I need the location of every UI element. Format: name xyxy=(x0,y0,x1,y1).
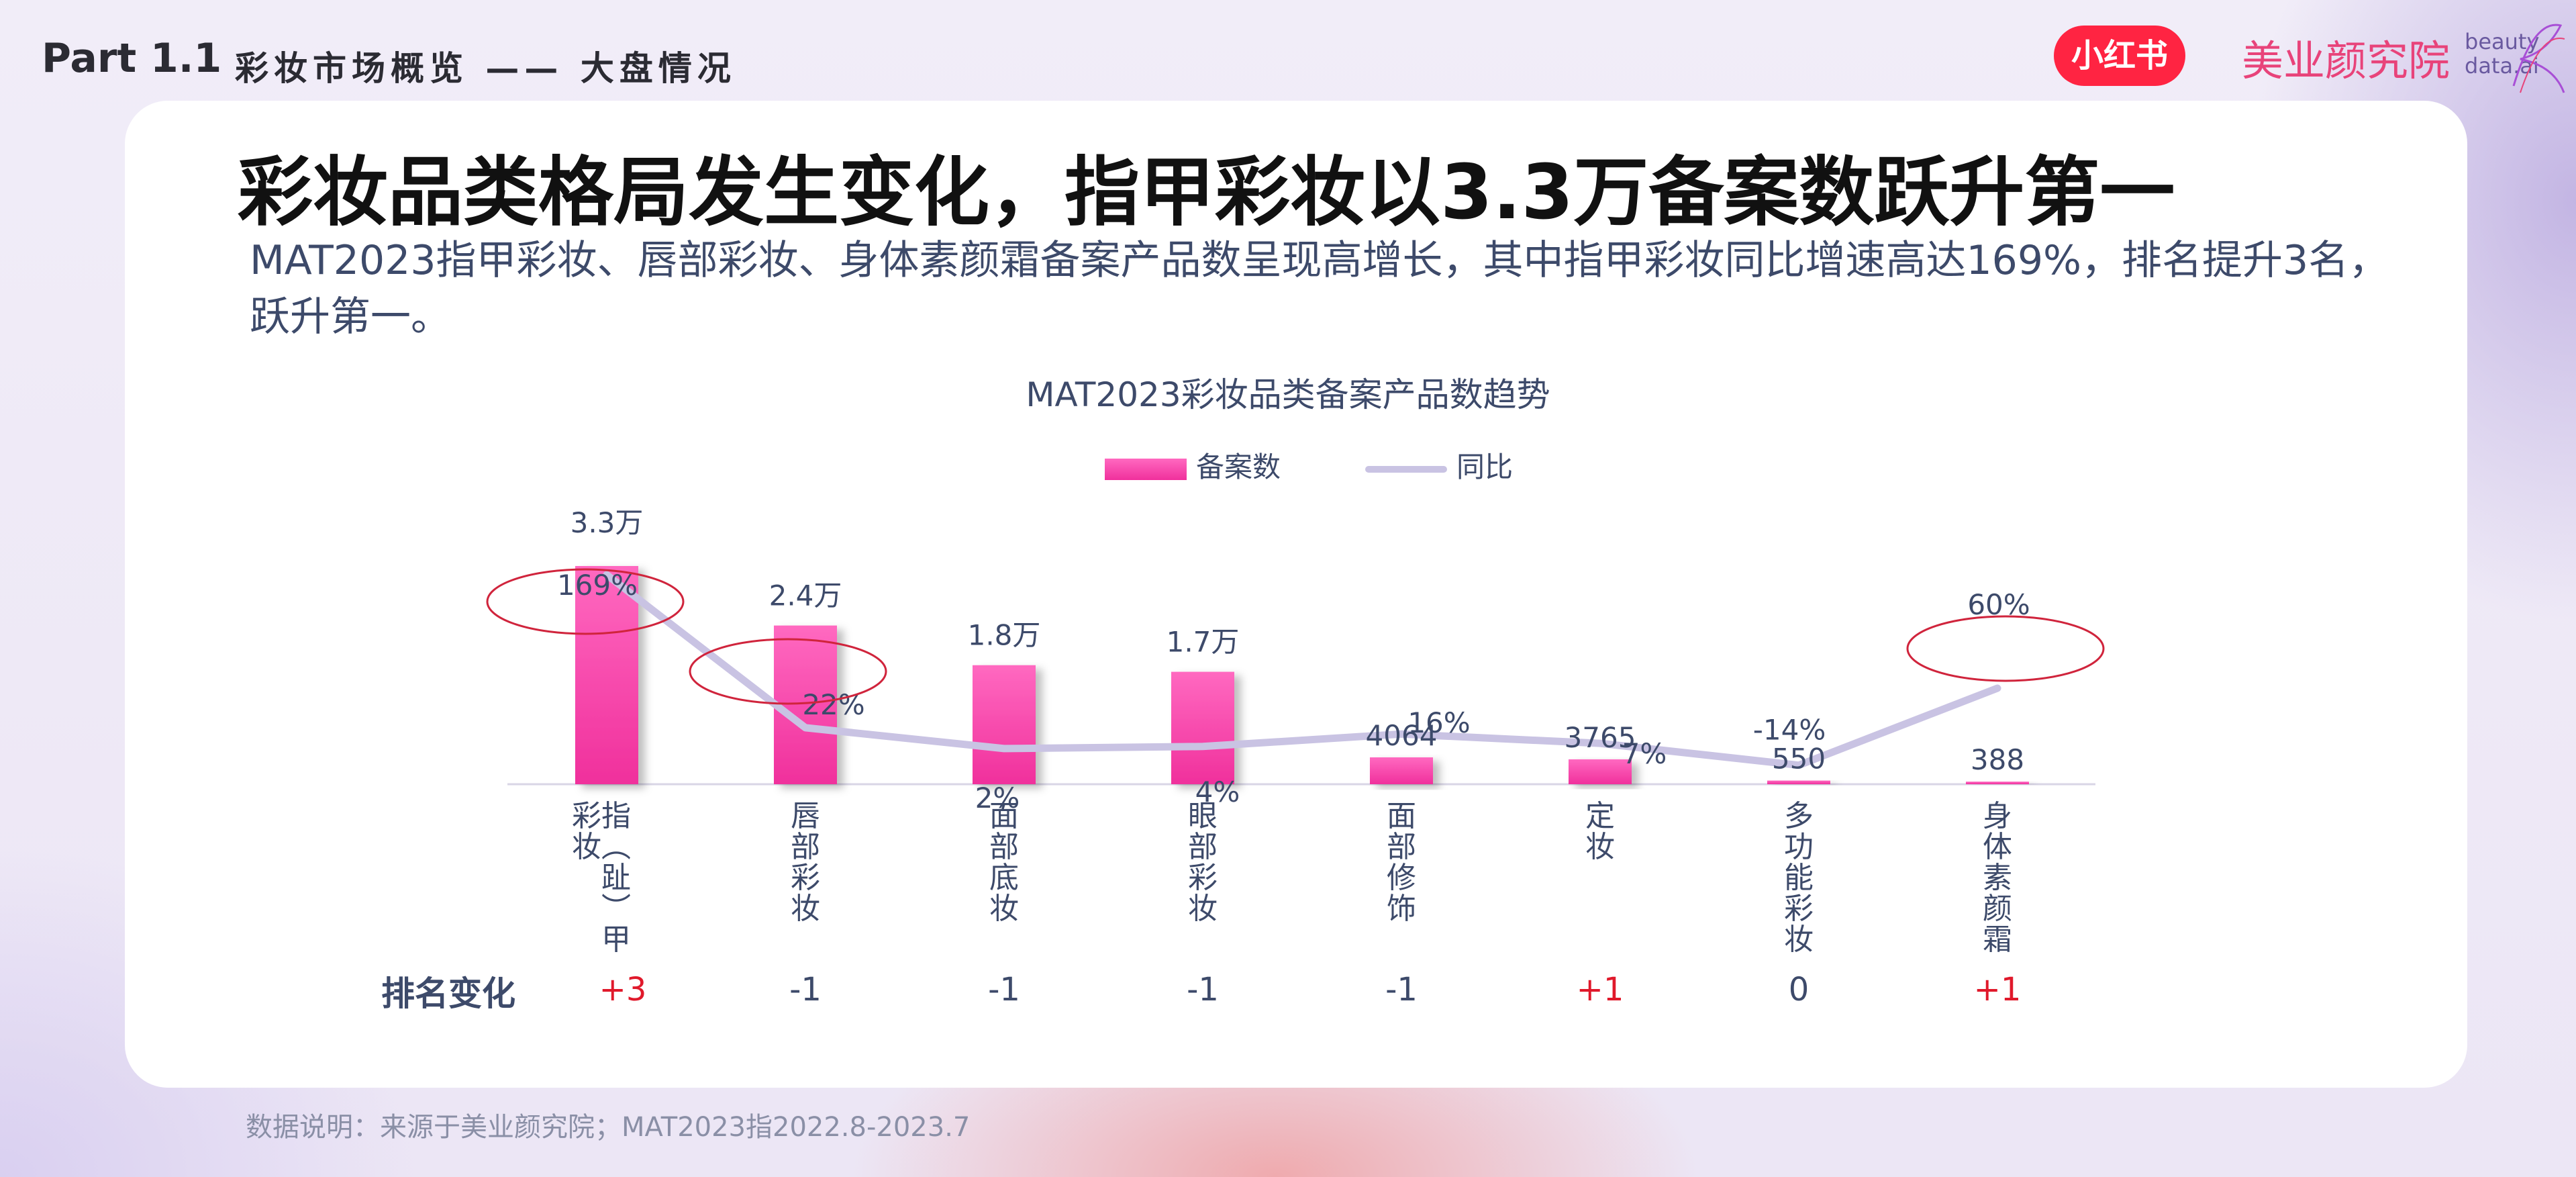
bar-value-label-4: 4064 xyxy=(1366,719,1438,752)
category-label-1: 唇部彩妆 xyxy=(791,799,820,926)
bar-1 xyxy=(774,625,837,784)
institute-logo: 美业颜究院 xyxy=(2242,36,2450,85)
bar-value-label-2: 1.8万 xyxy=(968,619,1041,652)
legend-bar-swatch xyxy=(1105,458,1187,480)
bar-value-label-3: 1.7万 xyxy=(1167,626,1240,659)
xiaohongshu-logo: 小红书 xyxy=(2054,26,2185,86)
rank-change-3: -1 xyxy=(1187,971,1219,1008)
rank-change-1: -1 xyxy=(789,971,822,1008)
category-label-2: 面部底妆 xyxy=(989,799,1019,926)
rank-change-label: 排名变化 xyxy=(381,974,515,1013)
section-number: Part 1.1 xyxy=(42,35,222,82)
yoy-value-label-6: -14% xyxy=(1753,714,1826,747)
bar-7 xyxy=(1966,782,2029,784)
yoy-point-6 xyxy=(1798,764,1799,766)
content-card xyxy=(125,101,2467,1088)
highlight-ellipse-0 xyxy=(486,568,685,635)
yoy-point-7 xyxy=(1997,688,1998,689)
highlight-ellipse-1 xyxy=(689,638,887,705)
bar-value-label-6: 550 xyxy=(1772,743,1826,775)
bar-2 xyxy=(973,665,1036,784)
category-label-4: 面部修饰 xyxy=(1387,799,1416,926)
category-label-3: 眼部彩妆 xyxy=(1188,799,1218,926)
rank-change-0: +3 xyxy=(599,971,647,1008)
chart-title: MAT2023彩妆品类备案产品数趋势 xyxy=(1026,375,1550,414)
bar-5 xyxy=(1569,759,1632,784)
legend-line: 同比 xyxy=(1365,444,1513,485)
rank-change-2: -1 xyxy=(988,971,1020,1008)
legend-bar-label: 备案数 xyxy=(1196,451,1281,483)
bar-0 xyxy=(575,566,638,784)
legend-line-label: 同比 xyxy=(1456,451,1514,483)
yoy-point-0 xyxy=(606,574,607,576)
yoy-point-5 xyxy=(1599,743,1601,745)
swirl-logo-icon xyxy=(2512,23,2565,93)
bar-6 xyxy=(1767,780,1830,784)
rank-change-5: +1 xyxy=(1577,971,1624,1008)
footnote: 数据说明：来源于美业颜究院；MAT2023指2022.8-2023.7 xyxy=(246,1112,971,1143)
yoy-point-4 xyxy=(1401,733,1402,735)
bar-value-label-1: 2.4万 xyxy=(769,579,842,612)
yoy-value-label-2: 2% xyxy=(975,782,1020,814)
bar-3 xyxy=(1171,671,1234,784)
category-label-6: 多功能彩妆 xyxy=(1784,799,1814,957)
rank-change-4: -1 xyxy=(1385,971,1418,1008)
yoy-value-label-1: 22% xyxy=(802,688,864,721)
category-label-7: 身体素颜霜 xyxy=(1983,799,2012,957)
section-title: 彩妆市场概览 —— 大盘情况 xyxy=(235,49,736,88)
yoy-value-label-5: 7% xyxy=(1622,737,1667,770)
bar-value-label-5: 3765 xyxy=(1565,721,1636,754)
rank-change-7: +1 xyxy=(1974,971,2022,1008)
category-label-5: 定妆 xyxy=(1585,799,1615,864)
yoy-value-label-4: 16% xyxy=(1407,706,1470,739)
category-label-0-1: 彩妆 xyxy=(572,799,601,864)
bar-value-label-0: 3.3万 xyxy=(571,506,644,539)
yoy-line xyxy=(603,571,2001,769)
yoy-value-label-3: 4% xyxy=(1195,775,1240,808)
yoy-point-3 xyxy=(1202,745,1203,747)
yoy-value-label-0: 169% xyxy=(557,569,638,602)
bar-4 xyxy=(1370,757,1433,784)
page-subtitle: MAT2023指甲彩妆、唇部彩妆、身体素颜霜备案产品数呈现高增长，其中指甲彩妆同… xyxy=(250,237,2389,340)
legend-line-swatch xyxy=(1365,465,1447,473)
highlight-ellipse-7 xyxy=(1906,615,2105,682)
rank-change-6: 0 xyxy=(1789,971,1810,1008)
page-title: 彩妆品类格局发生变化，指甲彩妆以3.3万备案数跃升第一 xyxy=(238,149,2175,236)
yoy-point-1 xyxy=(805,726,806,728)
legend-bar: 备案数 xyxy=(1105,444,1281,485)
yoy-point-2 xyxy=(1003,747,1005,749)
category-label-0-0: 指︵趾︶甲 xyxy=(601,799,631,957)
bar-value-label-7: 388 xyxy=(1971,743,2024,776)
